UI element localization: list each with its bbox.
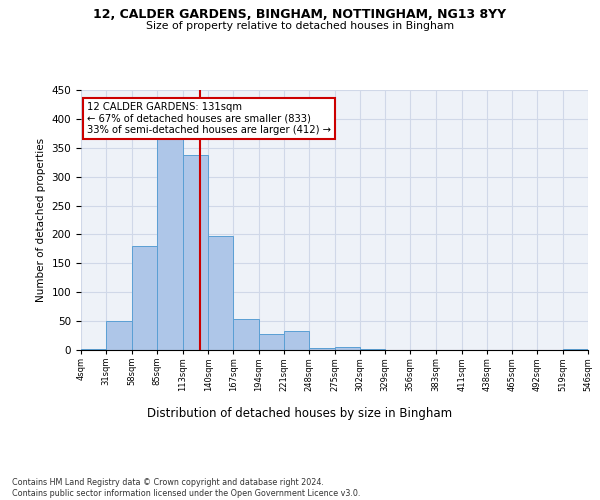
Bar <box>81 349 106 350</box>
Text: Distribution of detached houses by size in Bingham: Distribution of detached houses by size … <box>148 408 452 420</box>
Bar <box>284 331 309 350</box>
Text: 12, CALDER GARDENS, BINGHAM, NOTTINGHAM, NG13 8YY: 12, CALDER GARDENS, BINGHAM, NOTTINGHAM,… <box>94 8 506 20</box>
Text: Contains HM Land Registry data © Crown copyright and database right 2024.
Contai: Contains HM Land Registry data © Crown c… <box>12 478 361 498</box>
Y-axis label: Number of detached properties: Number of detached properties <box>36 138 46 302</box>
Bar <box>259 334 284 350</box>
Bar <box>233 319 259 350</box>
Bar <box>208 236 233 350</box>
Bar <box>157 139 183 350</box>
Text: Size of property relative to detached houses in Bingham: Size of property relative to detached ho… <box>146 21 454 31</box>
Bar <box>309 348 335 350</box>
Bar <box>106 321 131 350</box>
Bar <box>131 246 157 350</box>
Bar <box>335 346 360 350</box>
Bar <box>183 154 208 350</box>
Text: 12 CALDER GARDENS: 131sqm
← 67% of detached houses are smaller (833)
33% of semi: 12 CALDER GARDENS: 131sqm ← 67% of detac… <box>86 102 331 135</box>
Bar <box>563 349 588 350</box>
